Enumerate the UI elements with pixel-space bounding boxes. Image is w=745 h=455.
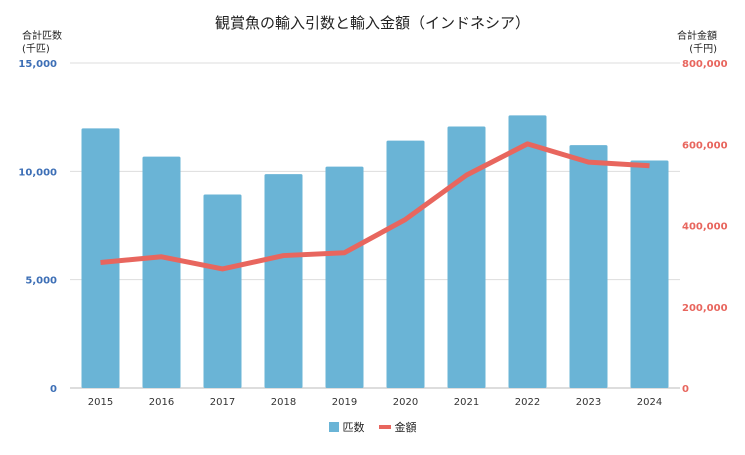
left-tick-label: 5,000 xyxy=(25,276,57,287)
x-tick-label: 2022 xyxy=(515,397,540,408)
bar-2022 xyxy=(508,115,547,388)
left-axis-label: 合計匹数 (千匹) xyxy=(22,31,62,55)
bar-2018 xyxy=(264,174,303,388)
right-axis-label: 合計金額 (千円) xyxy=(677,31,717,55)
bar-2016 xyxy=(142,156,181,388)
bar-2019 xyxy=(325,166,364,388)
bar-2023 xyxy=(569,145,608,388)
left-tick-label: 0 xyxy=(50,384,57,395)
left-tick-label: 15,000 xyxy=(18,59,57,70)
amount-line xyxy=(100,141,650,272)
bar-2017 xyxy=(203,194,242,388)
chart-title: 観賞魚の輸入引数と輸入金額（インドネシア） xyxy=(214,14,530,32)
legend-item-line[interactable]: 金額 xyxy=(378,419,417,435)
right-tick-label: 200,000 xyxy=(682,303,728,314)
right-tick-label: 800,000 xyxy=(682,59,728,70)
x-tick-label: 2017 xyxy=(210,397,235,408)
bar-2015 xyxy=(81,128,120,388)
right-tick-label: 0 xyxy=(682,384,689,395)
bar-2021 xyxy=(447,126,486,388)
legend-swatch-bar xyxy=(328,422,339,432)
legend-item-bar[interactable]: 匹数 xyxy=(328,419,365,435)
x-tick-label: 2023 xyxy=(576,397,601,408)
legend-label-bar: 匹数 xyxy=(342,421,365,434)
x-tick-label: 2015 xyxy=(88,397,113,408)
right-tick-label: 400,000 xyxy=(682,222,728,233)
x-tick-label: 2019 xyxy=(332,397,357,408)
legend: 匹数 金額 xyxy=(0,419,745,435)
x-tick-label: 2021 xyxy=(454,397,479,408)
x-tick-label: 2018 xyxy=(271,397,296,408)
legend-label-line: 金額 xyxy=(394,421,417,434)
left-tick-label: 10,000 xyxy=(18,167,57,178)
x-tick-label: 2024 xyxy=(637,397,662,408)
legend-swatch-line xyxy=(378,425,391,429)
bar-2024 xyxy=(630,160,669,388)
right-tick-label: 600,000 xyxy=(682,140,728,151)
x-tick-label: 2016 xyxy=(149,397,174,408)
bar-2020 xyxy=(386,140,425,388)
x-tick-label: 2020 xyxy=(393,397,418,408)
